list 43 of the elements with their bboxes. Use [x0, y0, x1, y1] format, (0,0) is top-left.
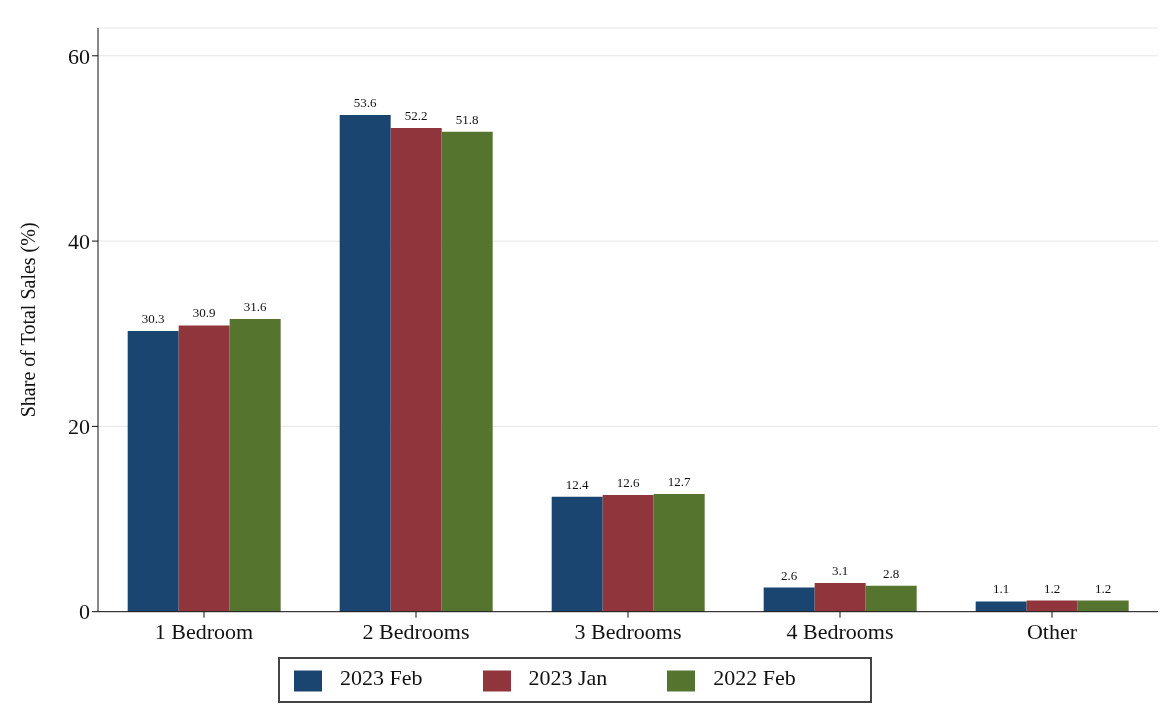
- bar: [551, 496, 603, 612]
- x-tick-label: 4 Bedrooms: [786, 619, 894, 645]
- bar: [763, 587, 815, 612]
- data-label: 52.2: [404, 108, 428, 124]
- bar: [653, 494, 705, 612]
- data-label: 3.1: [832, 562, 849, 578]
- data-label: 1.2: [1044, 580, 1061, 596]
- bar: [127, 330, 179, 612]
- legend-label: 2023 Feb: [340, 664, 423, 690]
- y-tick-label: 20: [68, 414, 90, 440]
- x-tick-label: 2 Bedrooms: [362, 619, 470, 645]
- legend-label: 2022 Feb: [713, 664, 796, 690]
- data-label: 53.6: [353, 95, 378, 111]
- bar: [390, 128, 442, 612]
- x-tick-label: 1 Bedroom: [154, 619, 254, 645]
- data-label: 2.6: [781, 567, 798, 583]
- data-label: 1.2: [1095, 580, 1112, 596]
- data-label: 30.9: [192, 305, 216, 321]
- bar: [865, 585, 917, 612]
- x-tick-label: 3 Bedrooms: [574, 619, 682, 645]
- data-label: 51.8: [455, 111, 479, 127]
- data-label: 1.1: [993, 581, 1010, 597]
- bar: [178, 325, 230, 612]
- data-label: 31.6: [243, 298, 268, 314]
- y-tick-label: 60: [68, 43, 90, 69]
- bar: [441, 131, 493, 612]
- bar: [229, 318, 281, 612]
- data-label: 30.3: [141, 310, 165, 326]
- bar: [339, 115, 391, 612]
- data-label: 12.6: [616, 474, 641, 490]
- legend-label: 2023 Jan: [528, 664, 608, 690]
- data-label: 12.7: [667, 474, 692, 490]
- bar: [814, 582, 866, 612]
- y-tick-label: 40: [68, 228, 90, 254]
- y-tick-label: 0: [79, 599, 90, 625]
- bar: [1077, 600, 1129, 612]
- bar: [1026, 600, 1078, 612]
- x-tick-label: Other: [1026, 619, 1078, 645]
- bar: [602, 494, 654, 612]
- bar: [975, 601, 1027, 612]
- y-axis-title: Share of Total Sales (%): [17, 222, 41, 418]
- data-label: 2.8: [883, 565, 900, 581]
- data-label: 12.4: [565, 476, 590, 492]
